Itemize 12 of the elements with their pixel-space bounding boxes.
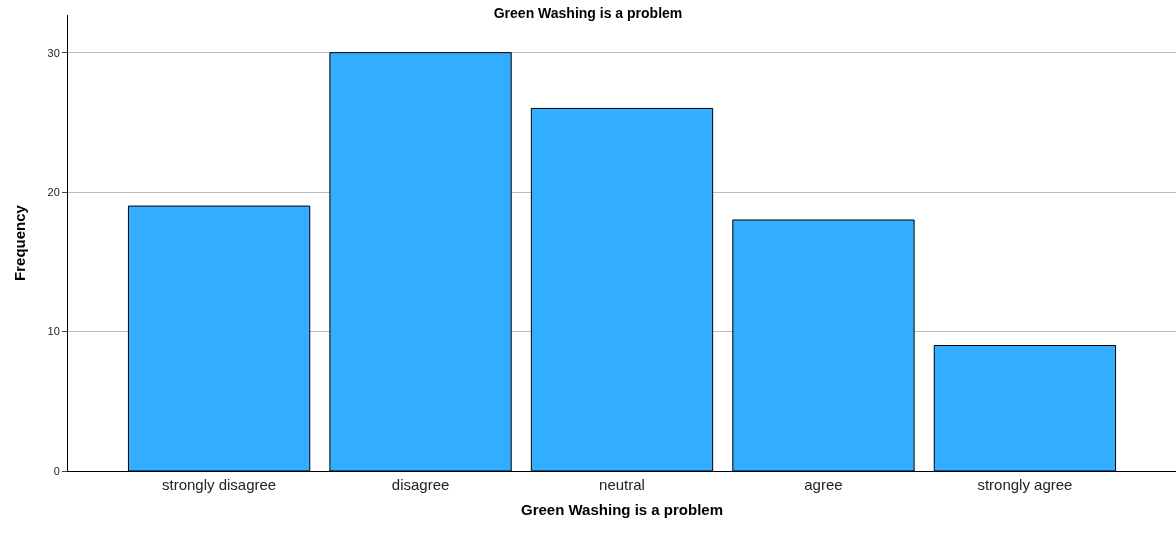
x-tick-label: disagree — [391, 476, 450, 493]
x-tick-label: agree — [804, 476, 843, 493]
x-tick-label: neutral — [599, 476, 645, 493]
x-axis-title: Green Washing is a problem — [521, 501, 723, 518]
y-tick-label: 20 — [47, 185, 60, 198]
x-tick-label: strongly agree — [977, 476, 1073, 493]
chart-title: Green Washing is a problem — [493, 4, 683, 21]
y-tick-label: 30 — [47, 46, 60, 59]
x-tick-label: strongly disagree — [161, 476, 277, 493]
y-tick-label: 0 — [53, 464, 60, 477]
y-tick-label: 10 — [47, 325, 60, 338]
y-axis-title: Frequency — [10, 204, 28, 281]
